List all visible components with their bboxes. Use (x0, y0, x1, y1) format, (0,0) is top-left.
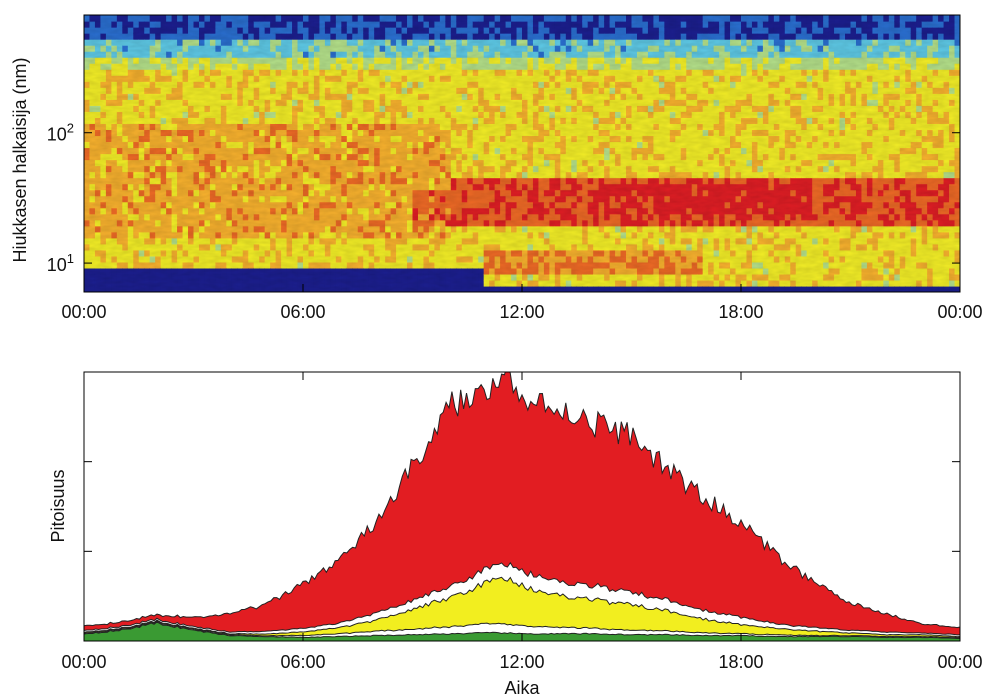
heatmap-panel: 101102 00:00 06:00 12:00 18:00 00:00 Hiukkas… (10, 14, 983, 322)
